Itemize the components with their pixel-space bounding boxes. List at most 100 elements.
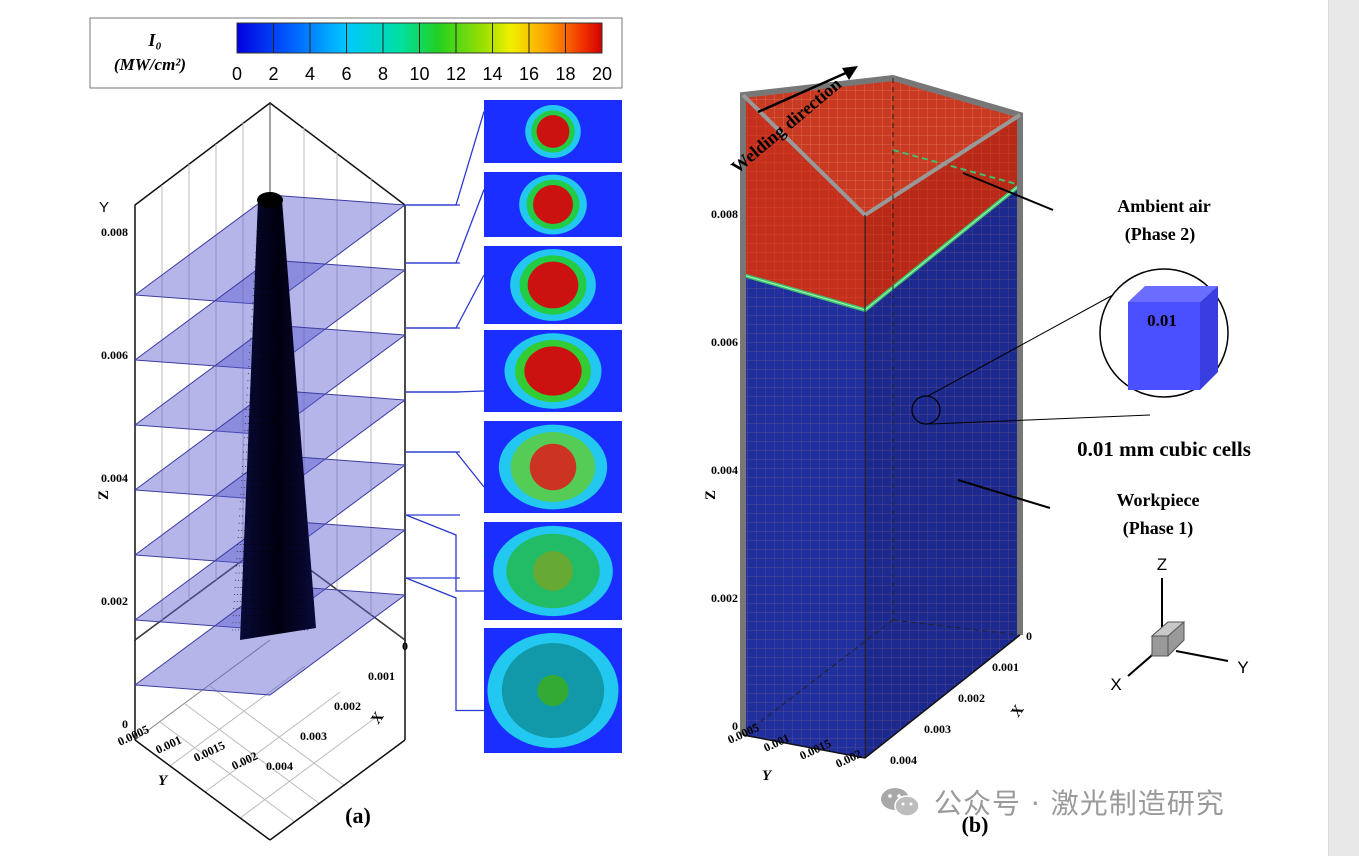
colorbar-unit: (MW/cm²) (114, 55, 186, 74)
panel-a-z-ticks: 0.008 0.006 0.004 0.002 0 (101, 225, 128, 731)
x-tick-label: 0.002 (334, 699, 361, 713)
colorbar-tick-label: 10 (409, 64, 429, 84)
x-tick-label: 0 (1026, 629, 1032, 643)
beam-cone (240, 200, 316, 640)
page-edge-bar (1328, 0, 1359, 856)
y-tick-label: 0.0005 (115, 722, 151, 749)
phase1-label: (Phase 1) (1123, 518, 1194, 539)
zoom-line-bottom (929, 414, 1151, 425)
panel-b: Welding direction Ambient air (Phase 2) … (703, 66, 1251, 837)
spot-peak (524, 346, 582, 396)
panel-a-x-ticks: 0 0.001 0.002 0.003 0.004 (266, 639, 408, 773)
z-tick-label: 0.002 (711, 591, 738, 605)
intensity-spot-map (484, 421, 622, 513)
spot-peak (529, 443, 577, 491)
colorbar-tick-label: 16 (519, 64, 539, 84)
z-tick-label: 0.002 (101, 594, 128, 608)
cell-zoom-marker (911, 395, 941, 425)
colorbar-tick-label: 12 (446, 64, 466, 84)
panel-a-z-label: Z (96, 490, 112, 500)
panel-b-z-ticks: 0.008 0.006 0.004 0.002 0 (711, 207, 738, 733)
colorbar-tick-label: 6 (341, 64, 351, 84)
laser-beam (232, 192, 316, 640)
cell-size-label: 0.01 (1147, 311, 1177, 330)
panel-a-x-label: X (368, 709, 387, 727)
panel-b-y-floor-label: Y (762, 768, 773, 784)
panel-a-leader-lines (405, 111, 485, 712)
z-tick-label: 0.004 (711, 463, 738, 477)
triad-x: X (1110, 675, 1121, 694)
y-tick-label: 0.002 (229, 749, 259, 773)
leader-line (406, 111, 485, 206)
panel-a-y-label: Y (99, 199, 109, 216)
colorbar-legend: I₀ (MW/cm²) 0 2 4 6 8 10 12 14 16 18 20 (89, 17, 623, 89)
watermark: 公众号 · 激光制造研究 (880, 782, 1225, 822)
cubic-cell (1128, 286, 1218, 390)
wechat-icon (880, 785, 920, 819)
panel-a-spot-maps (484, 100, 622, 753)
x-tick-label: 0.001 (992, 660, 1019, 674)
intensity-spot-map (484, 522, 622, 620)
panel-b-z-label: Z (703, 490, 719, 500)
axis-triad: Z Y X (1110, 555, 1248, 694)
welding-direction-arrow (757, 70, 849, 114)
colorbar-tick-label: 14 (482, 64, 502, 84)
z-tick-label: 0.008 (711, 207, 738, 221)
triad-z: Z (1157, 555, 1167, 574)
leader-line (405, 514, 484, 592)
spot-peak (533, 185, 573, 224)
x-tick-label: 0.004 (266, 759, 293, 773)
z-tick-label: 0.006 (101, 348, 128, 362)
cubic-cells-label: 0.01 mm cubic cells (1077, 437, 1251, 461)
y-tick-label: 0.001 (153, 733, 183, 757)
z-tick-label: 0 (122, 717, 128, 731)
watermark-text: 公众号 · 激光制造研究 (934, 787, 1225, 820)
colorbar-title: I₀ (147, 30, 161, 50)
workpiece-label: Workpiece (1117, 490, 1200, 510)
panel-a-caption: (a) (345, 803, 371, 828)
leader-line (406, 189, 485, 264)
phase-interface-hidden (892, 149, 1021, 186)
panel-b-caption: (b) (962, 812, 989, 837)
air-mesh-top (743, 78, 1020, 215)
z-tick-label: 0 (732, 719, 738, 733)
y-tick-label: 0.0015 (191, 738, 227, 765)
panel-b-x-label: X (1008, 702, 1027, 720)
colorbar-tick-label: 18 (555, 64, 575, 84)
colorbar-ticks: 0 2 4 6 8 10 12 14 16 18 20 (232, 23, 612, 84)
z-tick-label: 0.004 (101, 471, 128, 485)
spot-peak (536, 115, 570, 148)
colorbar-tick-label: 2 (268, 64, 278, 84)
intensity-spot-map (484, 100, 622, 163)
x-tick-label: 0.002 (958, 691, 985, 705)
intensity-spot-map (484, 628, 622, 753)
x-tick-label: 0 (402, 639, 408, 653)
colorbar-tick-label: 8 (378, 64, 388, 84)
leader-line (405, 577, 484, 712)
x-tick-label: 0.004 (890, 753, 917, 767)
x-tick-label: 0.003 (300, 729, 327, 743)
panel-b-x-ticks: 0 0.001 0.002 0.003 0.004 (890, 629, 1032, 767)
triad-y: Y (1237, 658, 1248, 677)
x-tick-label: 0.001 (368, 669, 395, 683)
workpiece-leader (957, 479, 1051, 509)
intensity-spot-map (484, 172, 622, 237)
x-tick-label: 0.003 (924, 722, 951, 736)
leader-line (406, 274, 485, 329)
intensity-spot-map (484, 330, 622, 412)
z-tick-label: 0.008 (101, 225, 128, 239)
z-tick-label: 0.006 (711, 335, 738, 349)
spot-peak (537, 674, 569, 707)
leader-line (406, 390, 485, 393)
intensity-plane (133, 584, 407, 696)
beam-top (257, 192, 283, 208)
colorbar-tick-label: 4 (305, 64, 315, 84)
leader-line (406, 451, 485, 488)
phase2-label: (Phase 2) (1125, 224, 1196, 245)
panel-a-y-floor-label: Y (158, 773, 169, 789)
ambient-air-label: Ambient air (1117, 196, 1211, 216)
workpiece-mesh-side (865, 115, 1020, 758)
zoom-line-top (927, 289, 1123, 397)
